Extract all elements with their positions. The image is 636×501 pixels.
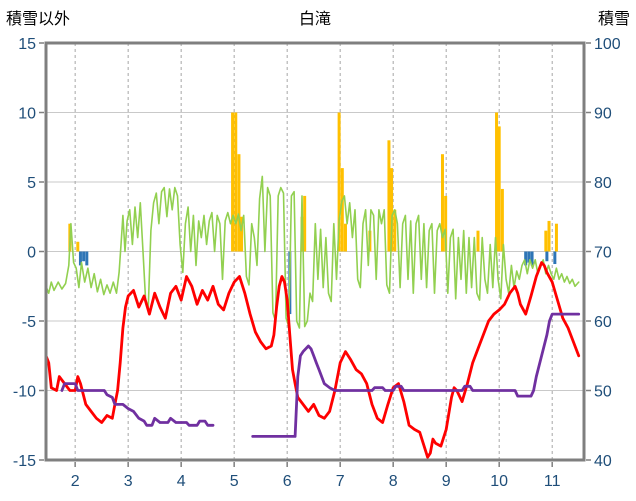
orange-bar-series [387,140,391,252]
right-axis-tick-label: 70 [594,245,612,262]
orange-bar-series [237,154,241,252]
x-axis-tick-label: 2 [71,473,80,490]
right-axis-title: 積雪 [597,11,630,28]
orange-bar-series [340,168,344,252]
right-axis-tick-label: 40 [594,453,612,470]
blue-bar-series [545,251,549,262]
orange-bar-series [476,230,480,252]
orange-bar-series [337,112,341,252]
blue-bar-series [524,251,528,266]
blue-bar-series [82,251,86,262]
blue-bar-series [553,251,557,265]
orange-bar-series [240,216,244,252]
orange-bar-series [343,223,347,252]
left-axis-tick-label: 15 [18,36,36,53]
orange-bar-series [390,168,394,252]
right-axis-tick-label: 80 [594,175,612,192]
orange-bar-series [440,154,444,252]
left-axis-tick-label: 5 [27,175,36,192]
x-axis-tick-label: 10 [490,473,508,490]
orange-bar-series [393,209,397,252]
plot-border [44,41,586,462]
x-axis-tick-label: 8 [389,473,398,490]
chart-title: 白滝 [298,11,331,28]
orange-bar-series [500,188,504,252]
left-axis-tick-label: 0 [27,245,36,262]
left-axis-title: 積雪以外 [6,11,71,28]
left-axis-tick-label: -10 [13,384,36,401]
orange-bar-series [444,195,448,252]
right-axis-tick-label: 50 [594,384,612,401]
x-axis-tick-label: 9 [442,473,451,490]
x-axis-tick-label: 3 [124,473,133,490]
right-axis-tick-label: 90 [594,106,612,123]
orange-bar-series [231,112,235,252]
blue-bar-series [530,251,534,266]
orange-bar-series [554,223,558,252]
green-line-series [45,175,580,329]
right-axis-tick-label: 100 [594,36,621,53]
orange-bar-series [76,241,80,252]
x-axis-tick-label: 6 [283,473,292,490]
orange-bar-series [544,230,548,252]
x-axis-tick-label: 4 [177,473,186,490]
left-axis-tick-label: 10 [18,106,36,123]
x-axis-tick-label: 11 [544,473,561,490]
blue-bar-series [85,251,89,266]
left-axis-tick-label: -5 [22,314,36,331]
orange-bar-series [303,195,307,252]
blue-bar-series [78,251,82,266]
orange-bar-series [495,112,499,252]
purple-snow-depth-series [60,382,215,427]
left-axis-tick-label: -15 [13,453,36,470]
blue-bar-series [527,251,531,263]
orange-bar-series [234,112,238,252]
right-axis-tick-label: 60 [594,314,612,331]
x-axis-tick-label: 7 [336,473,345,490]
orange-bar-series [547,220,551,252]
x-axis-tick-label: 5 [230,473,239,490]
orange-bar-series [497,126,501,252]
purple-snow-depth-series [251,312,581,438]
